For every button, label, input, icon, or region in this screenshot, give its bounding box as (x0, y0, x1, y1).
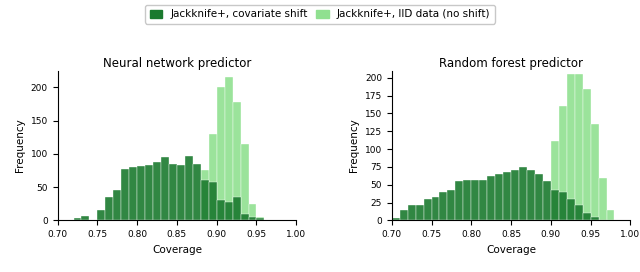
Bar (415, 205, 424, 220)
Bar (201, 171, 209, 220)
Bar (177, 165, 185, 220)
Bar (567, 74, 575, 220)
X-axis label: Coverage: Coverage (152, 245, 202, 255)
Bar (495, 174, 503, 220)
Bar (431, 197, 440, 220)
Bar (567, 199, 575, 220)
Bar (217, 200, 225, 220)
Bar (113, 190, 121, 220)
Bar (225, 77, 232, 220)
Bar (503, 172, 511, 220)
Bar (551, 190, 559, 220)
Bar (248, 217, 257, 220)
Bar (81, 216, 90, 220)
Bar (97, 210, 106, 220)
Title: Random forest predictor: Random forest predictor (439, 57, 583, 70)
Y-axis label: Frequency: Frequency (15, 119, 25, 172)
Bar (447, 190, 456, 220)
Bar (225, 202, 232, 220)
Bar (169, 164, 177, 220)
Bar (121, 169, 129, 220)
Bar (209, 134, 217, 220)
Bar (519, 167, 527, 220)
Legend: Jackknife+, covariate shift, Jackknife+, IID data (no shift): Jackknife+, covariate shift, Jackknife+,… (145, 5, 495, 24)
Bar (440, 192, 447, 220)
Y-axis label: Frequency: Frequency (349, 119, 359, 172)
Bar (161, 157, 169, 220)
Title: Neural network predictor: Neural network predictor (103, 57, 251, 70)
Bar (232, 197, 241, 220)
Bar (257, 218, 264, 220)
Bar (543, 181, 551, 220)
X-axis label: Coverage: Coverage (486, 245, 536, 255)
Bar (392, 218, 400, 220)
Bar (575, 74, 582, 220)
Bar (400, 210, 408, 220)
Bar (241, 144, 248, 220)
Bar (129, 167, 137, 220)
Bar (185, 156, 193, 220)
Bar (591, 124, 598, 220)
Bar (471, 180, 479, 220)
Bar (232, 102, 241, 220)
Bar (559, 106, 567, 220)
Bar (551, 141, 559, 220)
Bar (193, 164, 201, 220)
Bar (257, 217, 264, 220)
Bar (424, 199, 431, 220)
Bar (575, 205, 582, 220)
Bar (582, 88, 591, 220)
Bar (217, 87, 225, 220)
Bar (137, 166, 145, 220)
Bar (559, 192, 567, 220)
Bar (248, 204, 257, 220)
Bar (582, 213, 591, 220)
Bar (145, 165, 153, 220)
Bar (598, 178, 607, 220)
Bar (153, 162, 161, 220)
Bar (535, 174, 543, 220)
Bar (591, 217, 598, 220)
Bar (201, 180, 209, 220)
Bar (479, 180, 487, 220)
Bar (487, 176, 495, 220)
Bar (527, 171, 535, 220)
Bar (241, 214, 248, 220)
Bar (106, 197, 113, 220)
Bar (607, 210, 614, 220)
Bar (408, 205, 415, 220)
Bar (511, 171, 519, 220)
Bar (463, 180, 471, 220)
Bar (456, 181, 463, 220)
Bar (209, 182, 217, 220)
Bar (74, 218, 81, 220)
